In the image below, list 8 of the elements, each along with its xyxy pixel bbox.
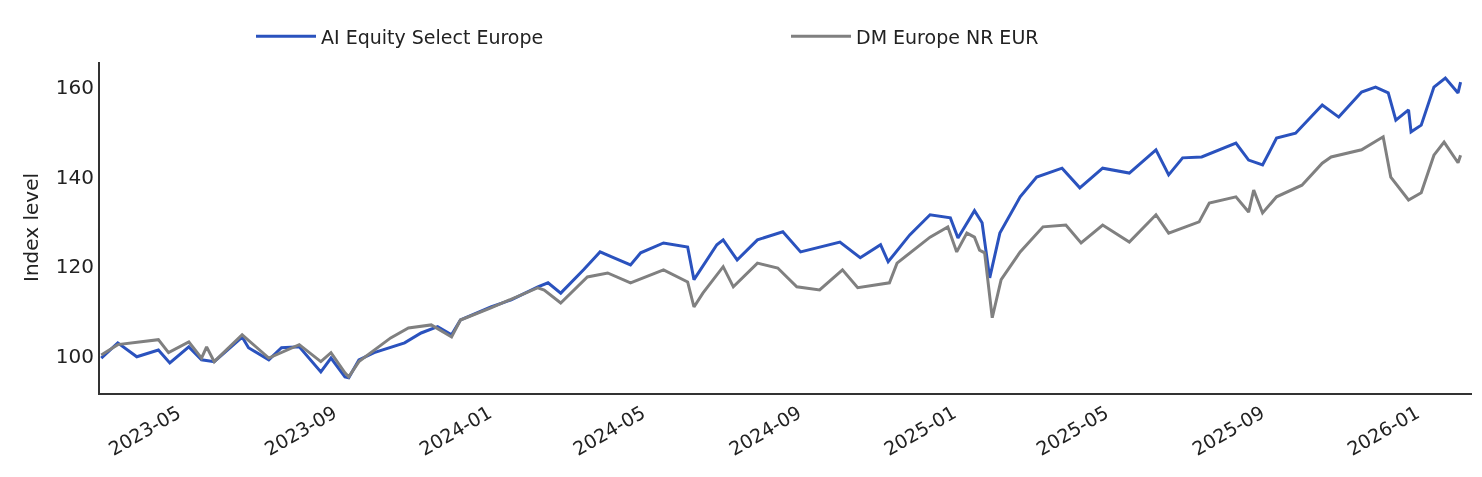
legend-label: AI Equity Select Europe: [321, 25, 544, 48]
y-tick-label: 160: [55, 75, 94, 100]
y-axis-title: Index level: [18, 173, 43, 282]
legend-label: DM Europe NR EUR: [856, 25, 1039, 48]
y-tick-label: 140: [55, 164, 94, 189]
line-series: [100, 135, 1463, 379]
y-tick-label: 100: [55, 343, 94, 368]
y-tick-label: 120: [55, 254, 94, 279]
